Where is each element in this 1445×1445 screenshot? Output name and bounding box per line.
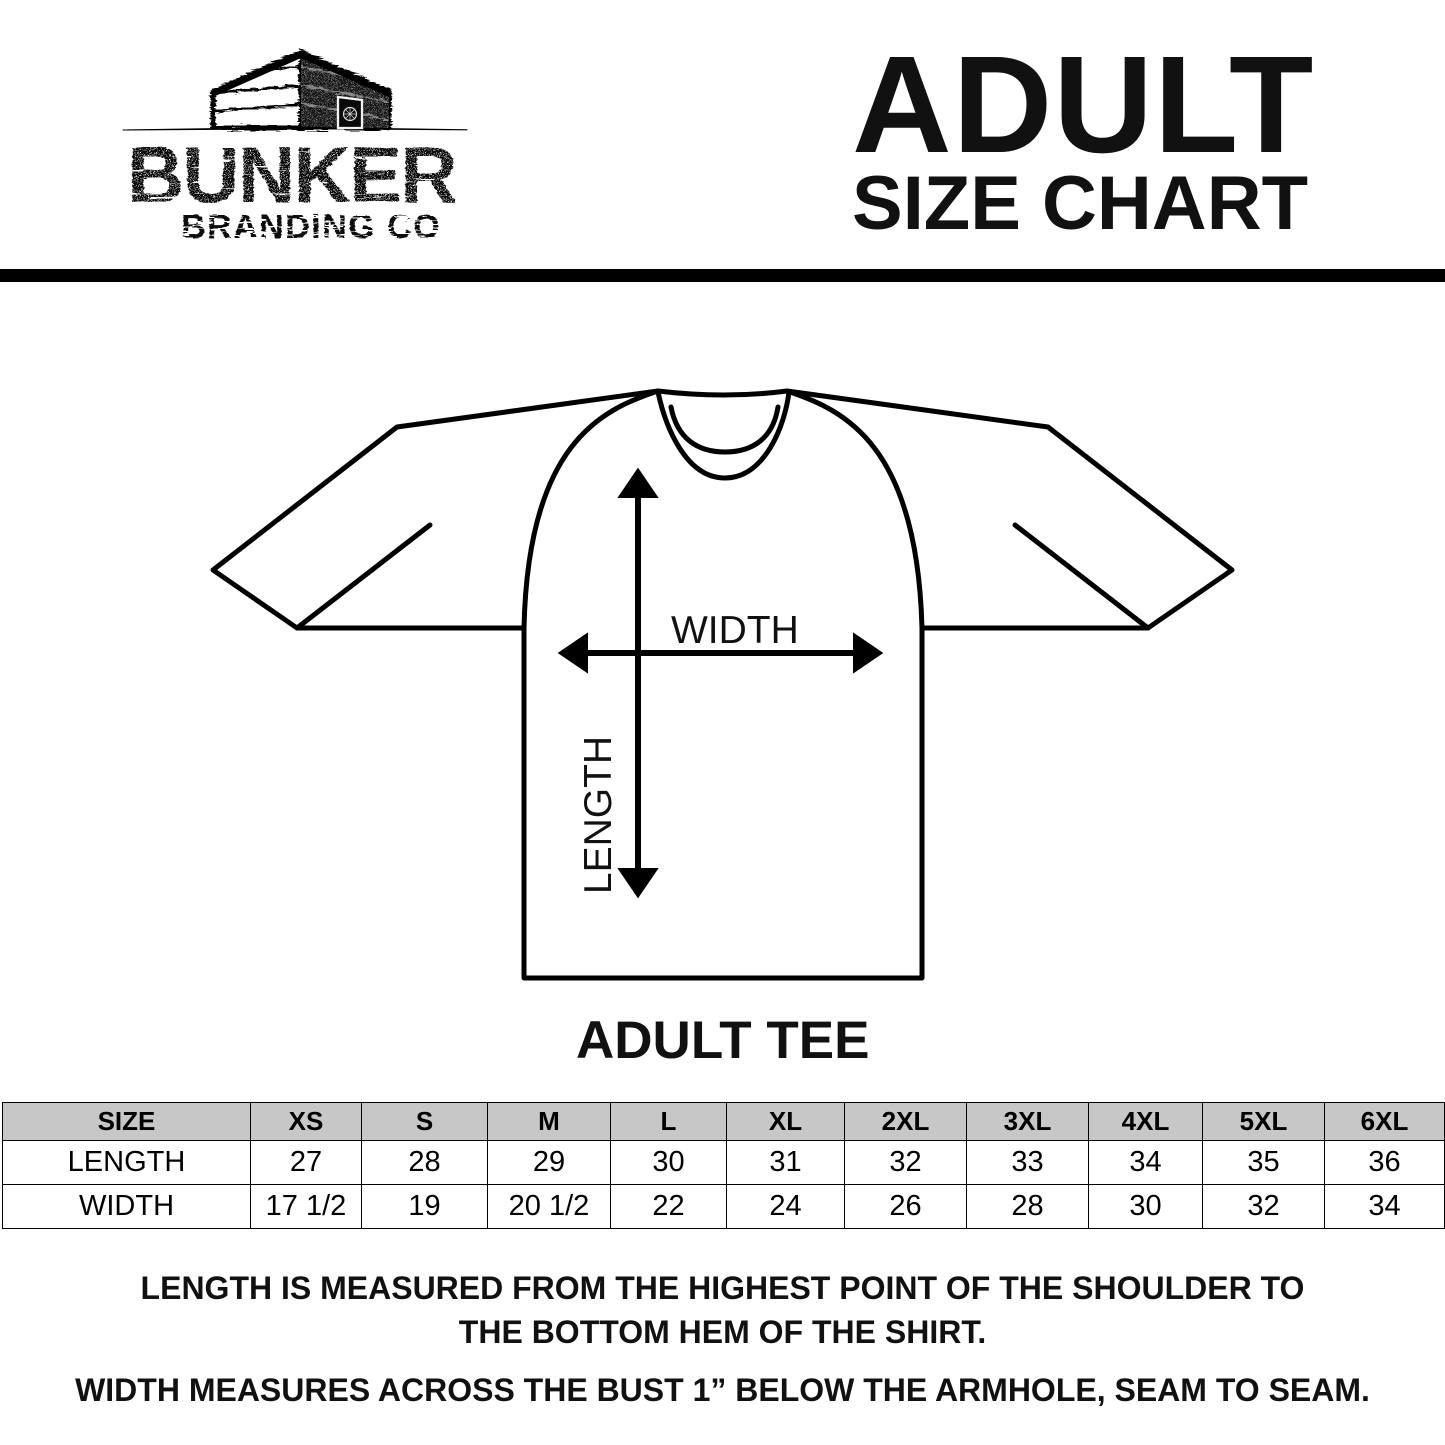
svg-text:WIDTH: WIDTH (671, 609, 799, 652)
svg-text:LENGTH: LENGTH (577, 736, 620, 894)
